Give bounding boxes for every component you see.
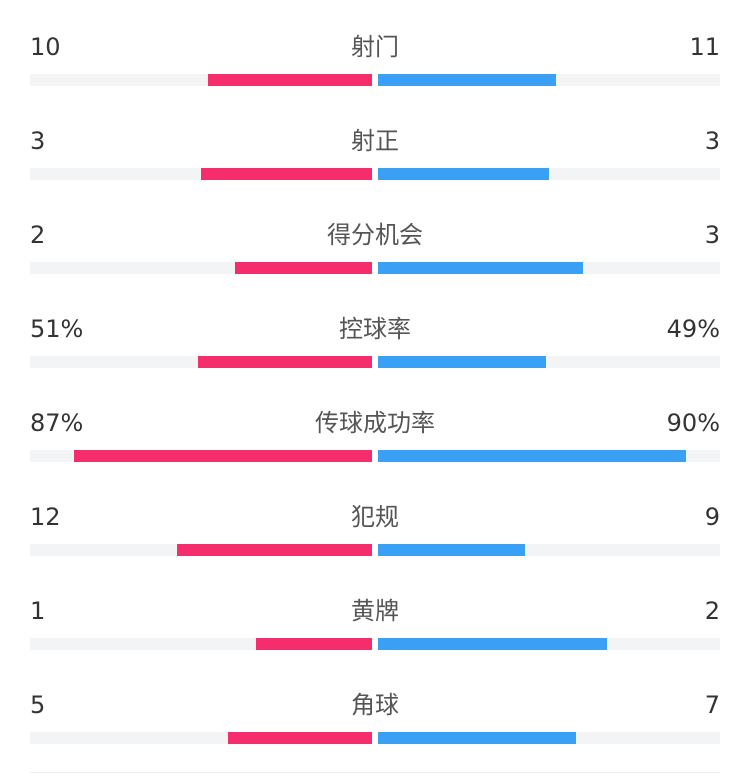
home-bar bbox=[235, 262, 372, 274]
home-track bbox=[30, 168, 372, 180]
stat-label: 犯规 bbox=[351, 503, 399, 531]
away-track bbox=[378, 262, 720, 274]
away-bar bbox=[378, 732, 576, 744]
away-value: 11 bbox=[689, 33, 720, 61]
home-value: 10 bbox=[30, 33, 61, 61]
stat-row: 2 得分机会 3 bbox=[0, 190, 750, 284]
home-bar bbox=[177, 544, 372, 556]
stat-label: 黄牌 bbox=[351, 597, 399, 625]
home-track bbox=[30, 262, 372, 274]
away-bar bbox=[378, 450, 686, 462]
away-track bbox=[378, 544, 720, 556]
away-track bbox=[378, 168, 720, 180]
home-track bbox=[30, 638, 372, 650]
home-track bbox=[30, 450, 372, 462]
away-track bbox=[378, 450, 720, 462]
stat-row: 10 射门 11 bbox=[0, 2, 750, 96]
away-track bbox=[378, 638, 720, 650]
stat-row: 51% 控球率 49% bbox=[0, 284, 750, 378]
home-value: 12 bbox=[30, 503, 61, 531]
home-track bbox=[30, 544, 372, 556]
away-value: 3 bbox=[704, 221, 720, 249]
bottom-divider bbox=[30, 772, 720, 773]
away-track bbox=[378, 732, 720, 744]
away-track bbox=[378, 356, 720, 368]
away-bar bbox=[378, 168, 549, 180]
away-value: 2 bbox=[704, 597, 720, 625]
home-track bbox=[30, 74, 372, 86]
stat-label: 射正 bbox=[351, 127, 399, 155]
away-bar bbox=[378, 544, 525, 556]
home-value: 1 bbox=[30, 597, 46, 625]
home-bar bbox=[228, 732, 372, 744]
home-bar bbox=[74, 450, 372, 462]
home-value: 3 bbox=[30, 127, 46, 155]
away-value: 49% bbox=[666, 315, 720, 343]
home-value: 5 bbox=[30, 691, 46, 719]
away-value: 90% bbox=[666, 409, 720, 437]
away-bar bbox=[378, 638, 607, 650]
stat-row: 87% 传球成功率 90% bbox=[0, 378, 750, 472]
away-value: 3 bbox=[704, 127, 720, 155]
home-value: 87% bbox=[30, 409, 84, 437]
stat-label: 角球 bbox=[351, 691, 399, 719]
stat-label: 传球成功率 bbox=[315, 409, 435, 437]
stat-row: 1 黄牌 2 bbox=[0, 566, 750, 660]
stat-label: 射门 bbox=[351, 33, 399, 61]
stat-row: 12 犯规 9 bbox=[0, 472, 750, 566]
stat-label: 得分机会 bbox=[327, 221, 423, 249]
home-value: 2 bbox=[30, 221, 46, 249]
away-value: 7 bbox=[704, 691, 720, 719]
home-bar bbox=[208, 74, 372, 86]
stat-row: 3 射正 3 bbox=[0, 96, 750, 190]
away-track bbox=[378, 74, 720, 86]
stat-label: 控球率 bbox=[339, 315, 411, 343]
away-bar bbox=[378, 356, 546, 368]
stat-row: 5 角球 7 bbox=[0, 660, 750, 754]
away-bar bbox=[378, 262, 583, 274]
home-bar bbox=[201, 168, 372, 180]
home-value: 51% bbox=[30, 315, 84, 343]
home-track bbox=[30, 732, 372, 744]
home-bar bbox=[198, 356, 372, 368]
away-bar bbox=[378, 74, 556, 86]
away-value: 9 bbox=[704, 503, 720, 531]
home-bar bbox=[256, 638, 372, 650]
home-track bbox=[30, 356, 372, 368]
